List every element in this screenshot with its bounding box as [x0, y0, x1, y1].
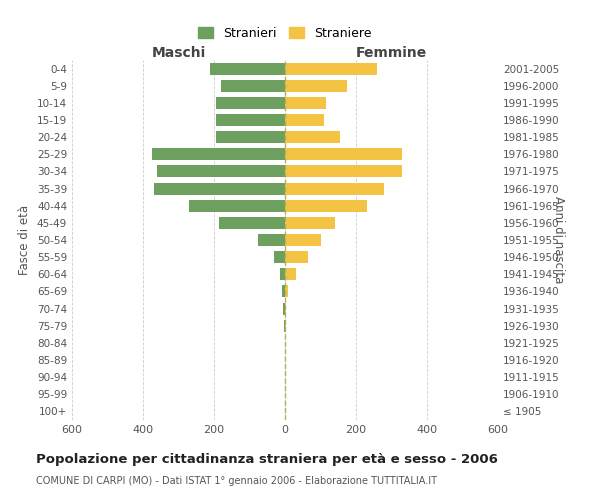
Bar: [189, 200, 285, 211]
Bar: [152, 148, 285, 160]
Y-axis label: Anni di nascita: Anni di nascita: [552, 196, 565, 284]
Bar: [221, 80, 285, 92]
Bar: [216, 131, 285, 143]
Bar: [285, 251, 308, 263]
Bar: [285, 114, 324, 126]
Bar: [285, 80, 347, 92]
Legend: Stranieri, Straniere: Stranieri, Straniere: [194, 23, 376, 44]
Bar: [285, 62, 377, 74]
Bar: [280, 268, 285, 280]
Bar: [285, 148, 402, 160]
Bar: [285, 217, 335, 229]
Bar: [285, 166, 402, 177]
Bar: [274, 251, 285, 263]
Bar: [285, 320, 286, 332]
Bar: [283, 302, 285, 314]
Bar: [285, 97, 326, 109]
Bar: [216, 114, 285, 126]
Bar: [216, 97, 285, 109]
Text: Femmine: Femmine: [356, 46, 427, 60]
Bar: [282, 286, 285, 298]
Bar: [285, 286, 288, 298]
Bar: [154, 182, 285, 194]
Bar: [285, 268, 296, 280]
Bar: [259, 234, 285, 246]
Text: Popolazione per cittadinanza straniera per età e sesso - 2006: Popolazione per cittadinanza straniera p…: [36, 452, 498, 466]
Text: COMUNE DI CARPI (MO) - Dati ISTAT 1° gennaio 2006 - Elaborazione TUTTITALIA.IT: COMUNE DI CARPI (MO) - Dati ISTAT 1° gen…: [36, 476, 437, 486]
Bar: [284, 320, 285, 332]
Text: Maschi: Maschi: [151, 46, 206, 60]
Bar: [285, 302, 286, 314]
Bar: [157, 166, 285, 177]
Y-axis label: Fasce di età: Fasce di età: [19, 205, 31, 275]
Bar: [285, 200, 367, 211]
Bar: [211, 62, 285, 74]
Bar: [285, 182, 385, 194]
Bar: [285, 234, 320, 246]
Bar: [285, 131, 340, 143]
Bar: [220, 217, 285, 229]
